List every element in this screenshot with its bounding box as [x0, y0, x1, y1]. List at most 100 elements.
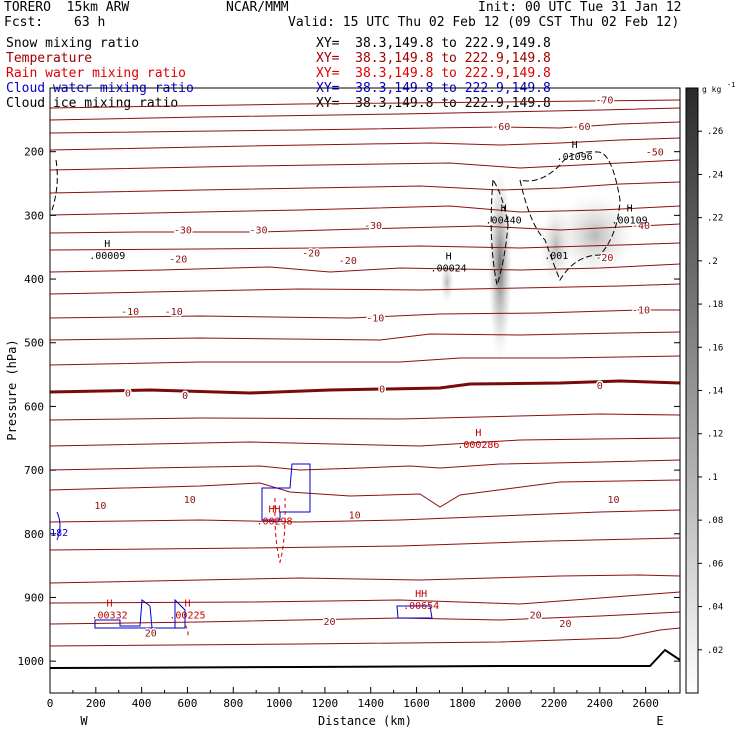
colorbar-tick-label: .24 [707, 170, 723, 180]
isotherm-line [50, 99, 680, 109]
valid-time: Valid: 15 UTC Thu 02 Feb 12 (09 CST Thu … [288, 15, 680, 30]
maximum-value: .00024 [431, 264, 467, 275]
temperature-label: 10 [184, 495, 196, 506]
y-axis-label: Pressure (hPa) [5, 339, 19, 440]
cloud-water-contour [56, 511, 61, 541]
cloud-ice-contours [51, 151, 621, 287]
temperature-label: -20 [339, 256, 357, 267]
isotherm-line [50, 107, 680, 121]
east-label: E [656, 714, 663, 728]
cloud-water-contour [261, 463, 311, 521]
temperature-contours [50, 99, 680, 669]
cloud-ice-contour [519, 151, 621, 282]
colorbar-ticks: .02 .04 .06 .08 .1 .12 .14 .16 .18 .2 .22 .24 .26 [698, 127, 723, 656]
west-label: W [80, 714, 88, 728]
maximum-marker: H [107, 599, 113, 610]
maximum-marker: HH [415, 589, 427, 600]
maxima-labels: H.00009 H.00024H.00440.001H.01096H.00109H… [50, 140, 648, 622]
maximum-marker: H [501, 204, 507, 215]
temperature-label: 0 [182, 391, 188, 402]
temperature-label: -20 [595, 253, 613, 264]
colorbar-tick-label: .02 [707, 646, 723, 656]
rain-contour [184, 624, 189, 639]
colorbar-unit-exponent: -1 [727, 81, 735, 89]
y-tick-label: 200 [24, 146, 44, 159]
snow-shading [440, 170, 635, 360]
temperature-label: -20 [169, 255, 187, 266]
maximum-marker: H [475, 428, 481, 439]
colorbar-tick-label: .22 [707, 214, 723, 224]
cloud-water-contours [56, 463, 433, 629]
fcst-value: 63 h [74, 15, 106, 30]
y-tick-label: 300 [24, 209, 44, 222]
temperature-label: 10 [349, 511, 361, 522]
x-tick-label: 2000 [495, 697, 522, 710]
isotherm-line [50, 509, 680, 523]
field-xy-temperature: XY= 38.3,149.8 to 222.9,149.8 [316, 51, 551, 66]
y-tick-label: 400 [24, 273, 44, 286]
isotherm-line [50, 591, 680, 605]
x-tick-label: 1000 [266, 697, 293, 710]
temperature-label: 10 [94, 501, 106, 512]
colorbar-unit: g kg [702, 85, 721, 94]
temperature-label: 0 [597, 381, 603, 392]
temperature-label: 20 [323, 617, 335, 628]
field-xy-cloud-ice: XY= 38.3,149.8 to 222.9,149.8 [316, 96, 551, 111]
isotherm-line [50, 331, 680, 341]
isotherm-line [50, 459, 680, 471]
cloud-ice-contour [51, 159, 58, 211]
field-xy-rain: XY= 38.3,149.8 to 222.9,149.8 [316, 66, 551, 81]
isotherm-line [50, 205, 680, 216]
colorbar-tick-label: .14 [707, 387, 723, 397]
temperature-label: -70 [595, 95, 613, 106]
colorbar-tick-label: .08 [707, 516, 723, 526]
y-tick-label: 800 [24, 528, 44, 541]
colorbar [685, 87, 699, 694]
temperature-label: 10 [608, 495, 620, 506]
center-label: NCAR/MMM [226, 0, 289, 15]
temperature-label: -10 [366, 313, 384, 324]
field-name-snow: Snow mixing ratio [6, 36, 140, 51]
temperature-label: 20 [530, 611, 542, 622]
y-tick-label: 500 [24, 337, 44, 350]
maximum-marker: H [446, 252, 452, 263]
isotherm-line [50, 437, 680, 447]
temperature-label: -10 [632, 306, 650, 317]
x-tick-label: 2200 [541, 697, 568, 710]
x-tick-label: 2600 [632, 697, 659, 710]
temperature-label: -30 [174, 225, 192, 236]
temperature-label: -20 [302, 248, 320, 259]
cloud-ice-contour [490, 179, 509, 287]
temperature-label: 20 [145, 629, 157, 640]
x-axis: 0 200 400 600 800 1000 1200 1400 1600 1800 2000 220… [47, 687, 670, 710]
y-tick-label: 900 [24, 591, 44, 604]
isotherm-line [50, 574, 680, 584]
temperature-label: -60 [492, 122, 510, 133]
temperature-labels: -70 -60 -60 -50 -40 -30 -30 -30 -20 -20 -20 -20 -10 -… [93, 94, 665, 641]
isotherm-line [50, 242, 680, 251]
isotherm-line [50, 309, 680, 319]
cloud-water-contour [396, 605, 433, 619]
maximum-value: .00332 [92, 611, 128, 622]
fcst-label: Fcst: [4, 15, 44, 30]
isotherm-line [50, 479, 680, 508]
maximum-value: .00440 [486, 216, 522, 227]
y-tick-label: 600 [24, 400, 44, 413]
colorbar-tick-label: .04 [707, 603, 723, 613]
isotherm-line [50, 283, 680, 295]
isotherm-line [50, 627, 680, 647]
isotherm-line [50, 181, 680, 194]
maximum-value: .000286 [457, 440, 499, 451]
field-name-cloud-water: Cloud water mixing ratio [6, 81, 194, 96]
temperature-label: 0 [379, 385, 385, 396]
colorbar-tick-label: .2 [707, 257, 718, 267]
isotherm-line [50, 159, 680, 171]
maximum-marker: H [572, 140, 578, 151]
y-tick-label: 1000 [18, 655, 45, 668]
colorbar-tick-label: .26 [707, 127, 723, 137]
maximum-marker: H [184, 599, 190, 610]
model-title: TORERO 15km ARW [4, 0, 130, 15]
temperature-label: -30 [364, 221, 382, 232]
maximum-value: .001 [544, 251, 568, 262]
